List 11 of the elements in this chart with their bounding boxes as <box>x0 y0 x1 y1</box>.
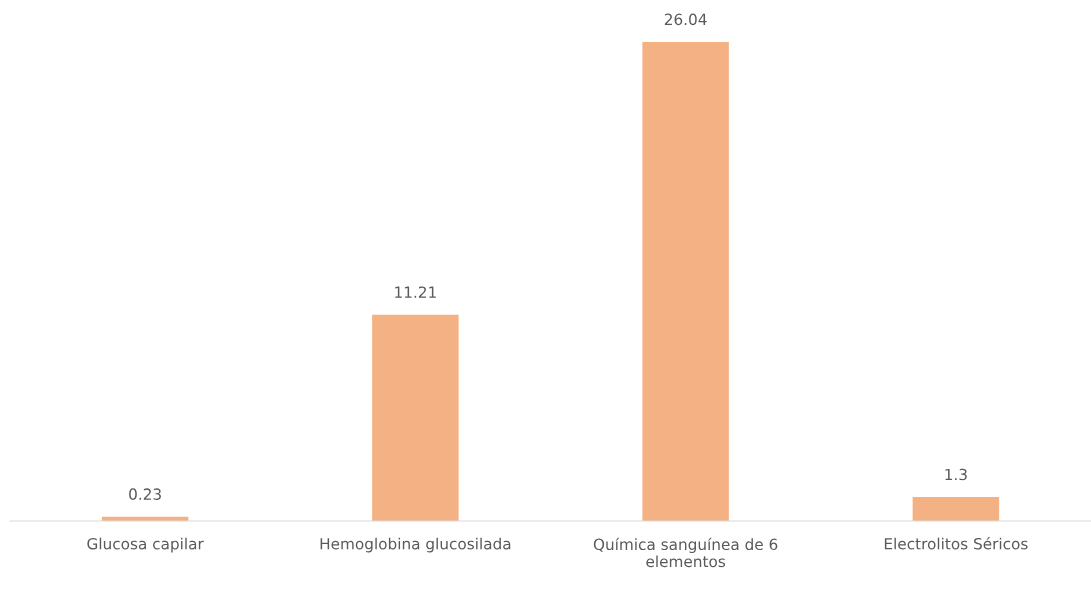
x-tick-label: Química sanguínea de 6 elementos <box>593 537 778 568</box>
x-tick-label: Electrolitos Séricos <box>884 537 1028 550</box>
data-label: 1.3 <box>945 468 967 481</box>
bar <box>642 42 729 521</box>
bar <box>912 497 1000 521</box>
x-tick-label: Hemoglobina glucosilada <box>320 537 511 553</box>
data-label: 11.21 <box>395 286 436 298</box>
bar <box>372 314 459 521</box>
x-tick-label: Glucosa capilar <box>87 537 204 553</box>
data-label: 0.23 <box>129 488 161 500</box>
data-label: 26.04 <box>664 13 707 26</box>
